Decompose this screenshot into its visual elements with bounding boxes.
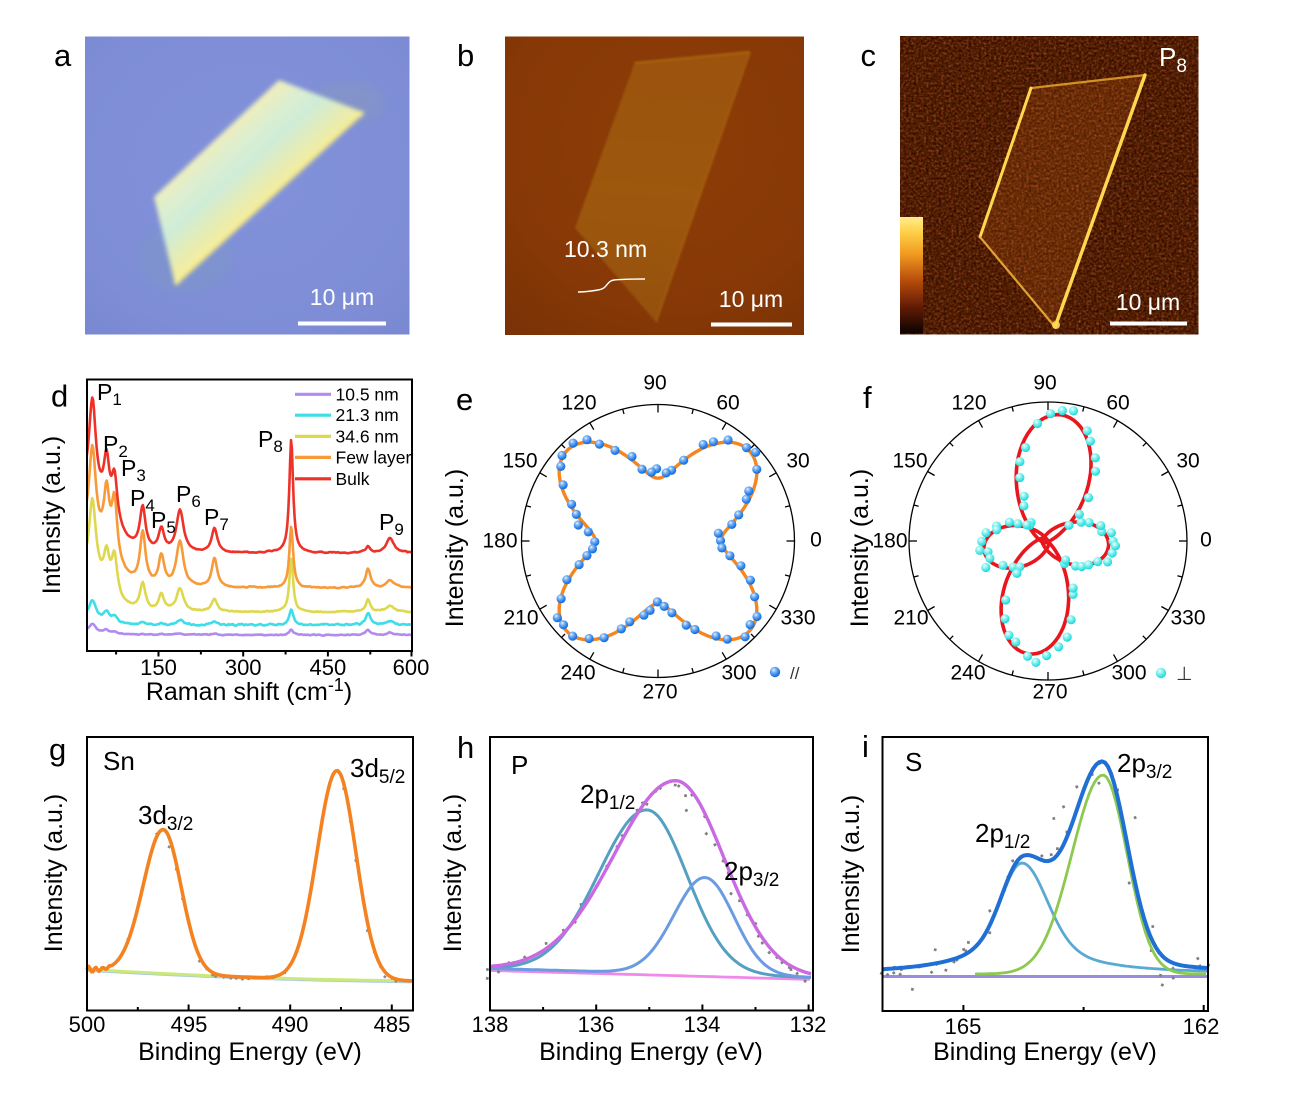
svg-text:210: 210: [503, 607, 538, 630]
svg-text:90: 90: [1033, 372, 1056, 395]
svg-text:Intensity (a.u.): Intensity (a.u.): [837, 795, 865, 953]
svg-text:Intensity (a.u.): Intensity (a.u.): [38, 436, 66, 594]
svg-text:g: g: [49, 732, 66, 767]
svg-text:10 μm: 10 μm: [719, 286, 783, 312]
svg-text:10 μm: 10 μm: [1116, 289, 1180, 315]
svg-text:150: 150: [892, 450, 927, 473]
svg-text:330: 330: [780, 607, 815, 630]
svg-text:132: 132: [790, 1012, 827, 1037]
svg-text:34.6 nm: 34.6 nm: [336, 426, 399, 446]
svg-text:490: 490: [272, 1012, 309, 1037]
svg-text:Bulk: Bulk: [336, 469, 370, 489]
svg-text:60: 60: [716, 392, 739, 415]
svg-text:Binding Energy (eV): Binding Energy (eV): [539, 1038, 763, 1066]
svg-text:270: 270: [642, 681, 677, 704]
svg-text:Binding Energy (eV): Binding Energy (eV): [138, 1038, 362, 1066]
svg-text:134: 134: [684, 1012, 721, 1037]
svg-text:3d3/2: 3d3/2: [138, 800, 193, 835]
svg-text:300: 300: [225, 655, 262, 680]
svg-text:10.5 nm: 10.5 nm: [336, 384, 399, 404]
svg-text:a: a: [54, 38, 72, 73]
svg-text:495: 495: [171, 1012, 208, 1037]
svg-text:P: P: [511, 750, 528, 780]
svg-text:i: i: [862, 729, 869, 764]
svg-text:3d5/2: 3d5/2: [350, 753, 405, 788]
svg-text:240: 240: [950, 662, 985, 685]
svg-text:c: c: [861, 38, 877, 73]
svg-text:30: 30: [786, 450, 809, 473]
svg-text:f: f: [863, 380, 872, 415]
svg-text:0: 0: [810, 529, 822, 552]
svg-text:Binding Energy (eV): Binding Energy (eV): [933, 1038, 1157, 1066]
svg-text:120: 120: [951, 392, 986, 415]
svg-text:Intensity (a.u.): Intensity (a.u.): [439, 794, 467, 952]
svg-text:500: 500: [69, 1012, 106, 1037]
svg-text:138: 138: [472, 1012, 509, 1037]
svg-text:180: 180: [482, 530, 517, 553]
svg-text:270: 270: [1032, 681, 1067, 704]
svg-text:120: 120: [561, 392, 596, 415]
svg-text:21.3 nm: 21.3 nm: [336, 405, 399, 425]
svg-text:162: 162: [1183, 1014, 1220, 1039]
svg-text:Few layer: Few layer: [336, 447, 412, 467]
svg-text:165: 165: [945, 1014, 982, 1039]
svg-text:Sn: Sn: [103, 746, 135, 776]
svg-text:Intensity (a.u.): Intensity (a.u.): [846, 469, 874, 627]
svg-text:330: 330: [1170, 607, 1205, 630]
svg-text:h: h: [457, 730, 474, 765]
svg-text:Raman shift (cm-1): Raman shift (cm-1): [146, 675, 352, 706]
svg-text:485: 485: [374, 1012, 411, 1037]
svg-text:450: 450: [310, 655, 347, 680]
svg-text:Intensity (a.u.): Intensity (a.u.): [40, 794, 68, 952]
svg-text:10 μm: 10 μm: [310, 284, 374, 310]
svg-text://: //: [790, 664, 800, 683]
svg-text:e: e: [456, 382, 473, 417]
svg-text:Intensity (a.u.): Intensity (a.u.): [441, 469, 469, 627]
svg-text:300: 300: [1111, 662, 1146, 685]
svg-text:0: 0: [1200, 529, 1212, 552]
svg-text:300: 300: [721, 662, 756, 685]
svg-text:240: 240: [560, 662, 595, 685]
svg-text:180: 180: [872, 530, 907, 553]
svg-text:136: 136: [578, 1012, 615, 1037]
svg-text:150: 150: [140, 655, 177, 680]
svg-text:⊥: ⊥: [1176, 664, 1193, 685]
svg-text:b: b: [457, 38, 474, 73]
svg-text:S: S: [905, 747, 922, 777]
svg-text:30: 30: [1176, 450, 1199, 473]
svg-text:d: d: [51, 379, 68, 414]
svg-text:90: 90: [643, 372, 666, 395]
svg-text:150: 150: [502, 450, 537, 473]
svg-text:600: 600: [393, 655, 430, 680]
svg-text:10.3 nm: 10.3 nm: [564, 236, 647, 262]
svg-text:60: 60: [1106, 392, 1129, 415]
svg-text:210: 210: [893, 607, 928, 630]
